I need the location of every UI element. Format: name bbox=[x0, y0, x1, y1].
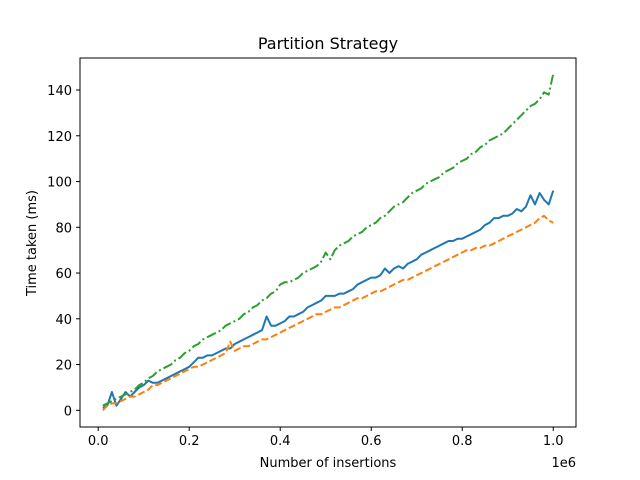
y-tick-label: 100 bbox=[47, 176, 72, 191]
x-tick-label: 0.6 bbox=[361, 434, 382, 449]
y-axis-label: Time taken (ms) bbox=[25, 190, 40, 297]
x-tick-label: 0.2 bbox=[179, 434, 200, 449]
x-axis-offset-label: 1e6 bbox=[551, 456, 576, 471]
axes-frame bbox=[79, 57, 577, 428]
y-tick-label: 120 bbox=[47, 130, 72, 145]
y-tick-label: 60 bbox=[55, 267, 72, 282]
series-line-2 bbox=[102, 214, 554, 411]
x-tick-label: 1.0 bbox=[543, 434, 564, 449]
series-line-1 bbox=[102, 190, 555, 409]
x-tick-label: 0.8 bbox=[452, 434, 473, 449]
y-tick-label: 0 bbox=[64, 404, 72, 419]
series-layer bbox=[102, 73, 555, 411]
chart-title: Partition Strategy bbox=[258, 34, 398, 53]
y-tick-label: 20 bbox=[55, 359, 72, 374]
x-tick-label: 0.0 bbox=[88, 434, 109, 449]
x-tick-label: 0.4 bbox=[270, 434, 291, 449]
plot-area bbox=[79, 57, 577, 428]
y-axis-ticks: 0 20 40 60 80 100 120 140 bbox=[47, 84, 80, 419]
y-tick-label: 80 bbox=[55, 221, 72, 236]
y-tick-label: 140 bbox=[47, 84, 72, 99]
y-tick-label: 40 bbox=[55, 313, 72, 328]
x-axis-ticks: 0.0 0.2 0.4 0.6 0.8 1.0 bbox=[88, 427, 564, 449]
series-line-3 bbox=[102, 73, 555, 407]
x-axis-label: Number of insertions bbox=[260, 456, 397, 471]
